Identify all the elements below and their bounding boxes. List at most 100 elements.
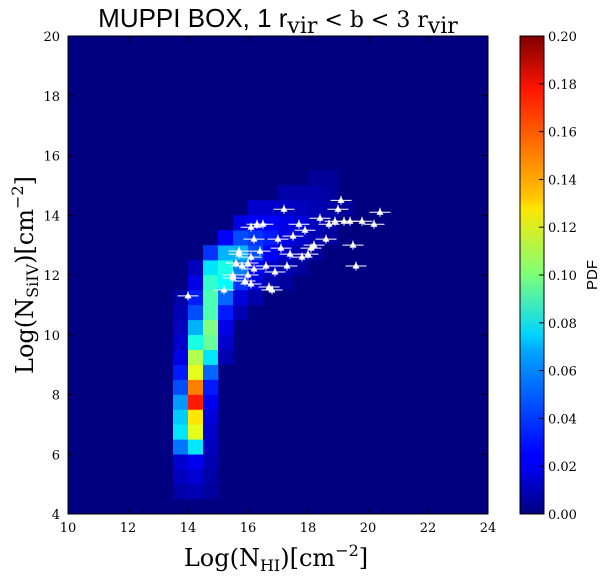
heatmap-cell <box>188 454 204 470</box>
heatmap-cell <box>203 409 219 425</box>
heatmap-cell <box>263 230 279 246</box>
x-axis-label-sup: −2 <box>335 541 359 560</box>
heatmap-cell <box>263 245 279 261</box>
point-marker <box>259 220 267 227</box>
point-marker <box>244 271 252 278</box>
data-point <box>282 231 304 241</box>
heatmap-cell <box>218 260 234 276</box>
data-point <box>276 261 298 271</box>
x-axis-ticks: 10 12 14 16 18 20 22 24 <box>60 36 497 536</box>
data-point <box>237 258 259 268</box>
heatmap-cell <box>233 230 249 246</box>
chart-title-text: MUPPI BOX, 1 r <box>98 3 288 33</box>
y-tick-label: 18 <box>43 90 60 105</box>
data-point <box>267 234 289 244</box>
x-axis-label-sub: HI <box>260 556 280 575</box>
heatmap-cell <box>203 469 219 485</box>
point-marker <box>274 235 282 242</box>
data-point <box>342 240 364 250</box>
point-marker <box>301 226 309 233</box>
heatmap-cell <box>173 424 189 440</box>
heatmap-cell <box>173 394 189 410</box>
heatmap-cell <box>293 185 309 201</box>
point-marker <box>331 217 339 224</box>
data-point <box>294 225 316 235</box>
data-points <box>177 195 391 301</box>
heatmap-cell <box>218 289 234 306</box>
y-axis-label-main: Log(N <box>11 298 39 374</box>
data-point <box>351 216 373 226</box>
heatmap-cell <box>203 394 219 410</box>
heatmap-cell <box>173 439 189 455</box>
data-point <box>237 270 259 280</box>
chart-title: MUPPI BOX, 1 rvir < b < 3 rvir <box>98 3 458 39</box>
data-point <box>261 285 283 295</box>
y-axis-label-sub: SiIV <box>23 263 42 297</box>
point-marker <box>280 205 288 212</box>
heatmap-cell <box>203 289 219 306</box>
x-axis-label: Log(NHI)[cm−2] <box>184 541 368 575</box>
x-tick-label: 24 <box>480 521 497 536</box>
data-point <box>363 219 385 229</box>
heatmap-cell <box>338 200 354 216</box>
data-point <box>303 240 325 250</box>
heatmap-cell <box>293 230 309 246</box>
point-marker <box>325 220 333 227</box>
colorbar-tick-label: 0.12 <box>548 221 577 236</box>
heatmap-cell <box>323 170 339 186</box>
x-axis-label-tail: )[cm <box>280 544 335 572</box>
y-axis-label-sup: −2 <box>8 185 27 209</box>
x-tick-label: 18 <box>300 521 317 536</box>
point-marker <box>250 265 258 272</box>
colorbar-label: PDF <box>584 260 601 290</box>
data-point <box>309 213 331 223</box>
heatmap-cell <box>248 260 264 276</box>
point-marker <box>352 262 360 269</box>
heatmap-cell <box>308 200 324 216</box>
heatmap-cell <box>173 334 189 350</box>
colorbar-tick-label: 0.10 <box>548 269 577 284</box>
chart-title-sub1: vir <box>286 14 317 39</box>
point-marker <box>220 285 228 293</box>
heatmap-cell <box>203 275 219 291</box>
point-marker <box>340 217 348 224</box>
heatmap-cell <box>173 454 189 470</box>
heatmap-cell <box>203 424 219 440</box>
point-marker <box>289 232 297 239</box>
data-point <box>252 219 274 229</box>
y-axis-ticks: 4 6 8 10 12 14 16 18 20 <box>43 30 488 523</box>
heatmap-cell <box>218 275 234 291</box>
point-marker <box>268 285 276 293</box>
point-marker <box>370 220 378 227</box>
point-marker <box>346 217 354 224</box>
colorbar-tick-label: 0.06 <box>548 365 577 380</box>
x-axis-label-main: Log(N <box>184 544 260 572</box>
y-tick-label: 8 <box>52 389 60 404</box>
point-marker <box>229 271 237 278</box>
heatmap-cell <box>188 424 204 440</box>
point-marker <box>247 223 255 230</box>
point-marker <box>184 291 192 299</box>
colorbar-tick-label: 0.18 <box>548 78 577 93</box>
data-point <box>240 222 262 232</box>
heatmap-cell <box>203 484 219 500</box>
colorbar-tick-label: 0.02 <box>548 460 577 475</box>
data-point <box>279 249 301 259</box>
point-marker <box>238 262 246 269</box>
point-marker <box>334 205 342 212</box>
heatmap-cell <box>278 200 294 216</box>
y-tick-label: 10 <box>43 329 60 344</box>
heatmap-cell <box>173 364 189 380</box>
data-point <box>240 252 262 262</box>
heatmap-cell <box>248 289 264 306</box>
heatmap-cell <box>188 409 204 425</box>
heatmap-cell <box>248 230 264 246</box>
colorbar-tick-label: 0.16 <box>548 126 577 141</box>
colorbar-tick-label: 0.04 <box>548 412 577 427</box>
point-marker <box>241 276 249 284</box>
x-tick-label: 14 <box>180 521 197 536</box>
heatmap-cell <box>203 379 219 395</box>
heatmap-cell <box>203 334 219 350</box>
data-point <box>255 261 277 271</box>
heatmap-cell <box>218 230 234 246</box>
